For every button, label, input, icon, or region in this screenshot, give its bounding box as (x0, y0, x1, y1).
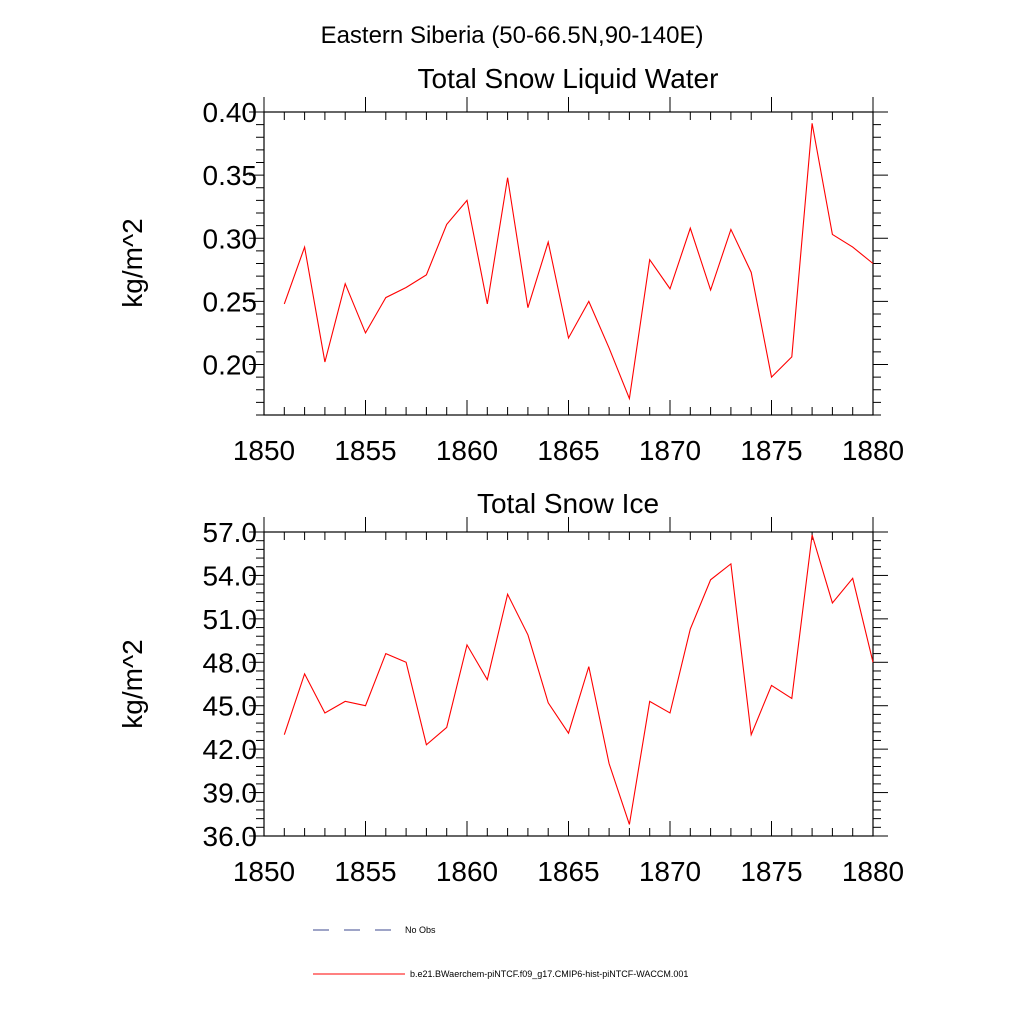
panel-snow-ice: Total Snow Ice kg/m^2 1850 1855 1860 1865 18… (117, 488, 904, 887)
x-tick-label: 1850 (233, 856, 295, 887)
series-line (283, 123, 874, 401)
y-tick-label: 0.30 (203, 223, 258, 254)
x-tick-label: 1855 (334, 435, 396, 466)
plot-frame (263, 531, 874, 837)
x-tick-label: 1865 (537, 856, 599, 887)
x-tick-label: 1880 (842, 435, 904, 466)
y-tick-label: 51.0 (203, 604, 258, 635)
tick-labels: 1850 1855 1860 1865 1870 1875 1880 36.0 39.0 42.0… (203, 517, 905, 887)
axis-ticks (249, 517, 888, 837)
y-axis-label: kg/m^2 (117, 639, 148, 728)
legend-series-label: b.e21.BWaerchem-piNTCF.f09_g17.CMIP6-his… (410, 969, 688, 979)
x-tick-label: 1880 (842, 856, 904, 887)
legend-obs-label: No Obs (405, 925, 436, 935)
series-marks (283, 534, 874, 825)
series-line (283, 534, 874, 825)
y-tick-label: 0.20 (203, 350, 258, 381)
x-tick-label: 1870 (639, 435, 701, 466)
panel-title: Total Snow Liquid Water (418, 63, 719, 94)
x-tick-label: 1870 (639, 856, 701, 887)
x-tick-label: 1850 (233, 435, 295, 466)
x-tick-label: 1860 (436, 435, 498, 466)
y-tick-label: 39.0 (203, 778, 258, 809)
y-tick-label: 36.0 (203, 821, 258, 852)
panel-title: Total Snow Ice (477, 488, 659, 519)
axis-ticks (249, 97, 888, 416)
tick-labels: 1850 1855 1860 1865 1870 1875 1880 0.20 0.25 0.30… (203, 97, 905, 466)
y-tick-label: 0.40 (203, 97, 258, 128)
y-axis-label: kg/m^2 (117, 218, 148, 307)
y-tick-label: 0.35 (203, 160, 258, 191)
figure-title: Eastern Siberia (50-66.5N,90-140E) (321, 22, 704, 49)
panel-snow-liquid-water: Total Snow Liquid Water kg/m^2 1850 1855 1… (117, 63, 904, 466)
y-tick-label: 48.0 (203, 647, 258, 678)
x-tick-label: 1865 (537, 435, 599, 466)
y-tick-label: 0.25 (203, 286, 258, 317)
x-tick-label: 1855 (334, 856, 396, 887)
y-tick-label: 45.0 (203, 691, 258, 722)
y-tick-label: 42.0 (203, 734, 258, 765)
y-tick-label: 57.0 (203, 517, 258, 548)
series-marks (283, 123, 874, 401)
legend: No Obs b.e21.BWaerchem-piNTCF.f09_g17.CM… (313, 925, 688, 979)
x-tick-label: 1860 (436, 856, 498, 887)
x-tick-label: 1875 (740, 856, 802, 887)
x-tick-label: 1875 (740, 435, 802, 466)
plot-frame (263, 111, 874, 416)
y-tick-label: 54.0 (203, 560, 258, 591)
